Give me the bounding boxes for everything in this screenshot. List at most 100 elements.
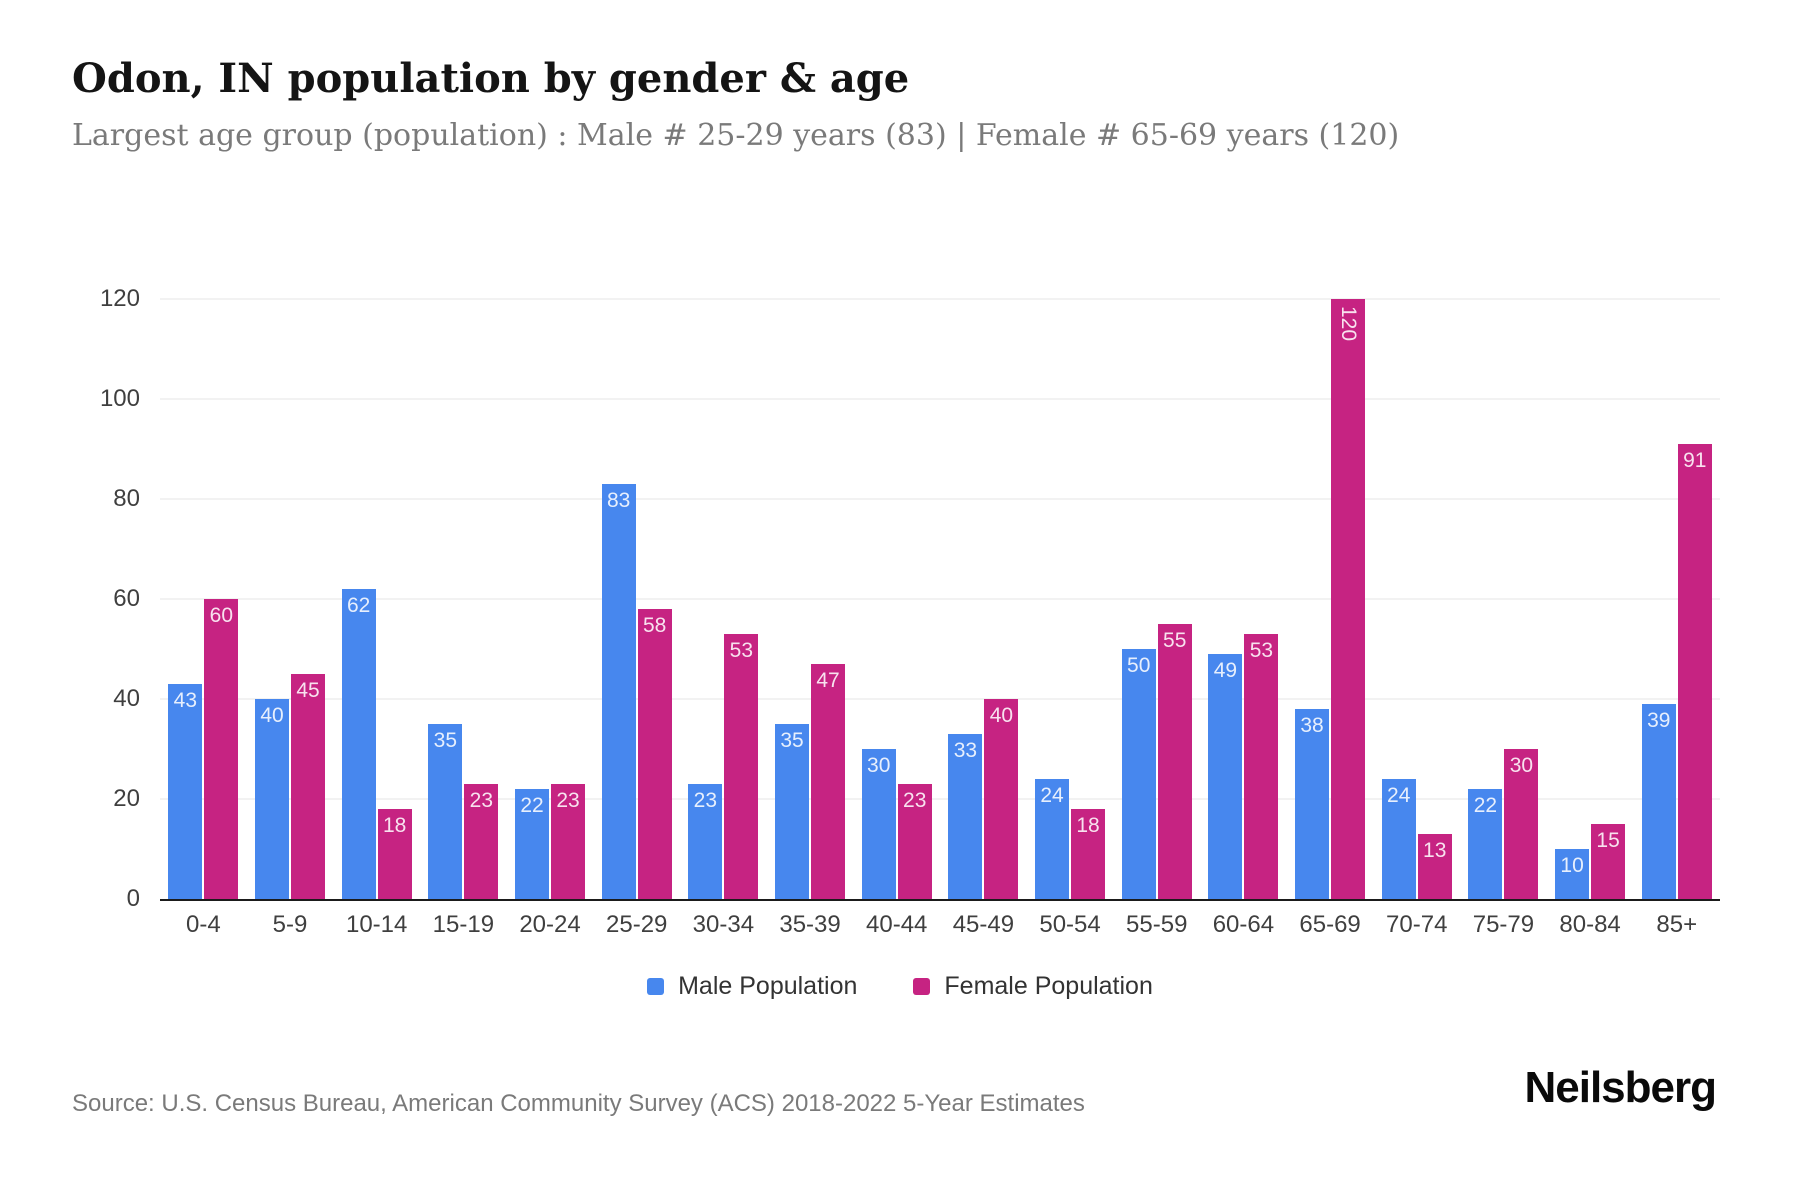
bar-male-5-9[interactable]: 40 bbox=[255, 699, 289, 899]
bar-value-label: 47 bbox=[816, 669, 840, 692]
bar-value-label: 35 bbox=[433, 729, 458, 752]
bar-female-75-79[interactable]: 30 bbox=[1504, 749, 1539, 899]
bar-male-80-84[interactable]: 10 bbox=[1555, 849, 1590, 899]
bar-female-45-49[interactable]: 40 bbox=[984, 699, 1019, 899]
x-tick-10-14: 10-14 bbox=[345, 911, 408, 938]
bar-group-20-24: 22 23 bbox=[507, 299, 594, 899]
bar-female-60-64[interactable]: 53 bbox=[1244, 634, 1279, 899]
bar-female-85+[interactable]: 91 bbox=[1677, 444, 1712, 899]
bar-value-label: 35 bbox=[780, 729, 804, 752]
bar-female-20-24[interactable]: 23 bbox=[551, 784, 586, 899]
bar-value-label: 91 bbox=[1683, 449, 1707, 472]
bar-value-label: 43 bbox=[173, 689, 197, 712]
bar-female-25-29[interactable]: 58 bbox=[637, 609, 672, 899]
bar-value-label: 23 bbox=[903, 789, 927, 812]
legend-swatch bbox=[913, 978, 931, 995]
bar-value-label: 45 bbox=[296, 679, 320, 702]
bar-value-label: 30 bbox=[867, 754, 891, 777]
bar-male-70-74[interactable]: 24 bbox=[1381, 779, 1416, 899]
bar-male-45-49[interactable]: 33 bbox=[948, 734, 983, 899]
bar-value-label: 55 bbox=[1163, 629, 1187, 652]
bar-male-15-19[interactable]: 35 bbox=[428, 724, 463, 899]
bar-group-85+: 39 91 bbox=[1633, 299, 1720, 899]
bar-male-30-34[interactable]: 23 bbox=[688, 784, 723, 899]
x-tick-75-79: 75-79 bbox=[1472, 911, 1535, 938]
legend: Male Population Female Population bbox=[0, 972, 1800, 1001]
x-tick-85+: 85+ bbox=[1656, 911, 1698, 938]
bar-value-label: 83 bbox=[607, 489, 631, 512]
bar-male-25-29[interactable]: 83 bbox=[601, 484, 636, 899]
y-tick-20: 20 bbox=[113, 785, 140, 812]
bar-female-80-84[interactable]: 15 bbox=[1591, 824, 1626, 899]
bar-value-label: 60 bbox=[209, 604, 233, 627]
x-tick-80-84: 80-84 bbox=[1559, 911, 1621, 938]
bar-male-65-69[interactable]: 38 bbox=[1295, 709, 1330, 899]
bar-value-label: 33 bbox=[953, 739, 978, 762]
x-tick-70-74: 70-74 bbox=[1386, 911, 1448, 938]
bar-female-65-69[interactable]: 120 bbox=[1331, 299, 1366, 899]
x-tick-55-59: 55-59 bbox=[1126, 911, 1188, 938]
bar-group-5-9: 40 45 bbox=[247, 299, 334, 899]
bar-female-15-19[interactable]: 23 bbox=[464, 784, 499, 899]
bar-male-35-39[interactable]: 35 bbox=[775, 724, 810, 899]
legend-swatch bbox=[647, 978, 665, 995]
bar-male-50-54[interactable]: 24 bbox=[1035, 779, 1070, 899]
bar-male-20-24[interactable]: 22 bbox=[515, 789, 550, 899]
bar-group-30-34: 23 53 bbox=[680, 299, 767, 899]
bar-male-40-44[interactable]: 30 bbox=[861, 749, 896, 899]
bar-male-0-4[interactable]: 43 bbox=[168, 684, 203, 899]
legend-item-female[interactable]: Female Population bbox=[913, 972, 1153, 1001]
bar-group-40-44: 30 23 bbox=[853, 299, 940, 899]
bar-value-label: 22 bbox=[1473, 794, 1498, 817]
y-tick-100: 100 bbox=[99, 385, 140, 412]
x-tick-60-64: 60-64 bbox=[1212, 911, 1275, 938]
bar-value-label: 39 bbox=[1647, 709, 1671, 732]
chart-title: Odon, IN population by gender & age bbox=[72, 55, 910, 102]
bar-group-55-59: 50 55 bbox=[1113, 299, 1200, 899]
bar-value-label: 50 bbox=[1127, 654, 1151, 677]
bar-female-50-54[interactable]: 18 bbox=[1071, 809, 1106, 899]
bar-female-40-44[interactable]: 23 bbox=[897, 784, 932, 899]
bar-series: 43 60 40 45 62 18 35 23 22 23 83 58 23 53 35 47 30 23 33 40… bbox=[160, 299, 1720, 899]
source-note: Source: U.S. Census Bureau, American Com… bbox=[72, 1090, 1085, 1117]
bar-female-30-34[interactable]: 53 bbox=[724, 634, 759, 899]
chart-subtitle: Largest age group (population) : Male # … bbox=[72, 118, 1400, 153]
gridline-40 bbox=[160, 698, 1720, 700]
gridline-80 bbox=[160, 498, 1720, 500]
bar-group-60-64: 49 53 bbox=[1200, 299, 1287, 899]
bar-value-label: 40 bbox=[260, 704, 284, 727]
bar-group-75-79: 22 30 bbox=[1460, 299, 1547, 899]
legend-label: Male Population bbox=[678, 972, 858, 1000]
bar-female-70-74[interactable]: 13 bbox=[1417, 834, 1452, 899]
bar-value-label: 23 bbox=[469, 789, 494, 812]
gridline-20 bbox=[160, 798, 1720, 800]
bar-male-60-64[interactable]: 49 bbox=[1208, 654, 1243, 899]
y-tick-40: 40 bbox=[113, 685, 140, 712]
bar-male-10-14[interactable]: 62 bbox=[341, 589, 376, 899]
bar-female-5-9[interactable]: 45 bbox=[291, 674, 325, 899]
y-tick-80: 80 bbox=[113, 485, 140, 512]
bar-value-label: 30 bbox=[1509, 754, 1534, 777]
bar-male-85+[interactable]: 39 bbox=[1641, 704, 1676, 899]
bar-value-label: 23 bbox=[556, 789, 580, 812]
bar-value-label: 18 bbox=[382, 814, 407, 837]
gridline-60 bbox=[160, 598, 1720, 600]
x-tick-15-19: 15-19 bbox=[432, 911, 495, 938]
bar-female-55-59[interactable]: 55 bbox=[1157, 624, 1192, 899]
gridline-120 bbox=[160, 298, 1720, 300]
bar-male-55-59[interactable]: 50 bbox=[1121, 649, 1156, 899]
neilsberg-logo: Neilsberg bbox=[1524, 1063, 1717, 1112]
bar-female-0-4[interactable]: 60 bbox=[204, 599, 239, 899]
bar-value-label: 22 bbox=[520, 794, 544, 817]
x-tick-40-44: 40-44 bbox=[866, 911, 928, 938]
legend-item-male[interactable]: Male Population bbox=[647, 972, 857, 1001]
x-tick-50-54: 50-54 bbox=[1039, 911, 1101, 938]
bar-value-label: 24 bbox=[1040, 784, 1064, 807]
bar-female-35-39[interactable]: 47 bbox=[811, 664, 846, 899]
bar-group-45-49: 33 40 bbox=[940, 299, 1027, 899]
bar-group-70-74: 24 13 bbox=[1373, 299, 1460, 899]
bar-female-10-14[interactable]: 18 bbox=[377, 809, 412, 899]
y-tick-60: 60 bbox=[113, 585, 140, 612]
bar-male-75-79[interactable]: 22 bbox=[1468, 789, 1503, 899]
bar-group-65-69: 38 120 bbox=[1287, 299, 1374, 899]
